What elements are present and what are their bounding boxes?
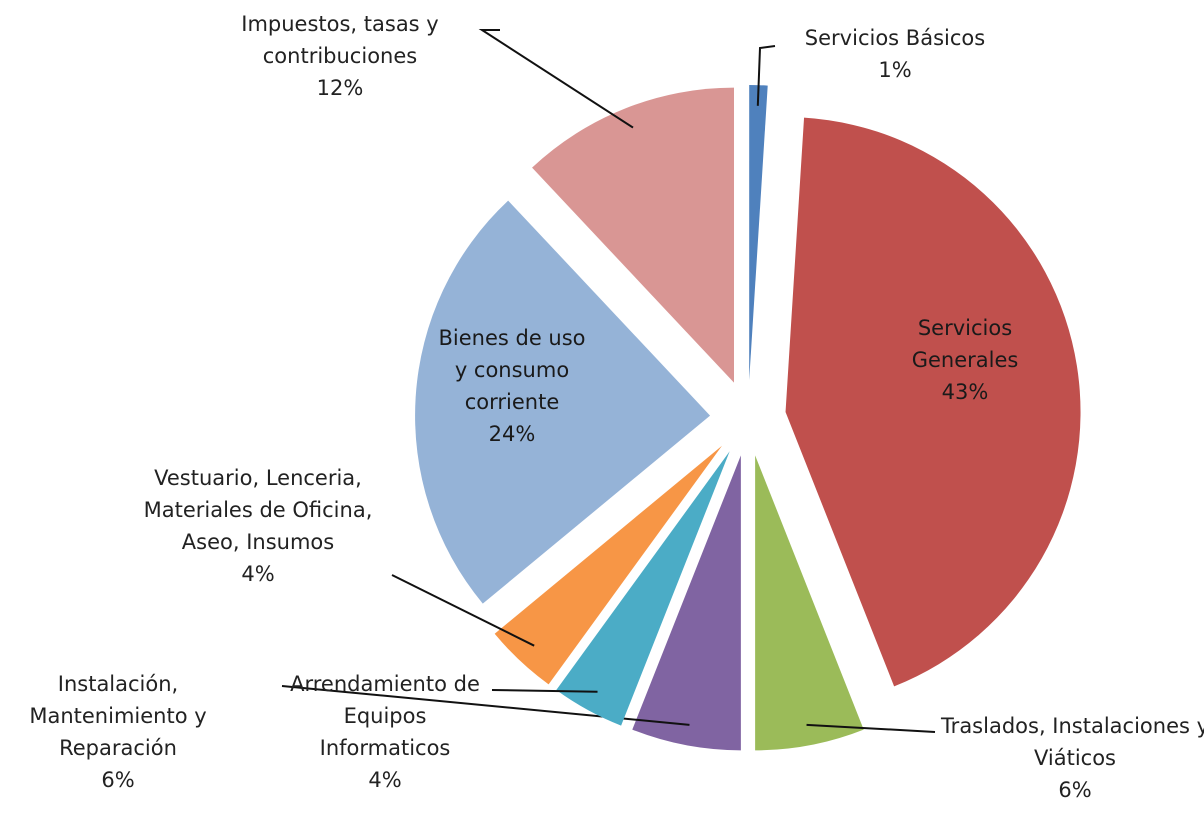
pie-slice [415,200,711,604]
value-label: 1% [878,58,912,82]
slice-label: Arrendamiento de Equipos Informaticos 4% [285,668,485,796]
slice-label: Vestuario, Lenceria, Materiales de Ofici… [118,462,398,590]
category-label: Vestuario, Lenceria, Materiales de Ofici… [143,466,373,554]
category-label: Instalación, Mantenimiento y Reparación [29,672,207,760]
pie-slice [755,455,864,751]
category-label: Traslados, Instalaciones y Viáticos [940,714,1204,770]
category-label: Impuestos, tasas y contribuciones [241,12,439,68]
slice-label: Servicios Generales 43% [880,312,1050,408]
category-label: Arrendamiento de Equipos Informaticos [290,672,480,760]
pie-slice [785,117,1081,687]
leader-line [391,574,535,647]
value-label: 24% [488,422,536,446]
leader-line [478,29,634,129]
slice-label: Bienes de uso y consumo corriente 24% [437,322,587,450]
value-label: 43% [941,380,989,404]
slice-label: Servicios Básicos 1% [760,22,1030,86]
category-label: Servicios Generales [911,316,1019,372]
slice-label: Impuestos, tasas y contribuciones 12% [200,8,480,104]
pie-slice [494,445,722,685]
category-label: Servicios Básicos [804,26,986,50]
value-label: 6% [101,768,135,792]
slice-label: Instalación, Mantenimiento y Reparación 6… [0,668,238,796]
pie-slice [749,85,768,381]
category-label: Bienes de uso y consumo corriente [438,326,586,414]
pie-slice [632,455,741,751]
value-label: 12% [316,76,364,100]
slice-label: Traslados, Instalaciones y Viáticos 6% [940,710,1204,806]
leader-line [491,689,598,693]
value-label: 4% [241,562,275,586]
value-label: 4% [368,768,402,792]
leader-line [806,723,936,733]
pie-slice [556,451,730,726]
leader-line [756,45,776,106]
value-label: 6% [1058,778,1092,802]
pie-slice [532,87,735,383]
